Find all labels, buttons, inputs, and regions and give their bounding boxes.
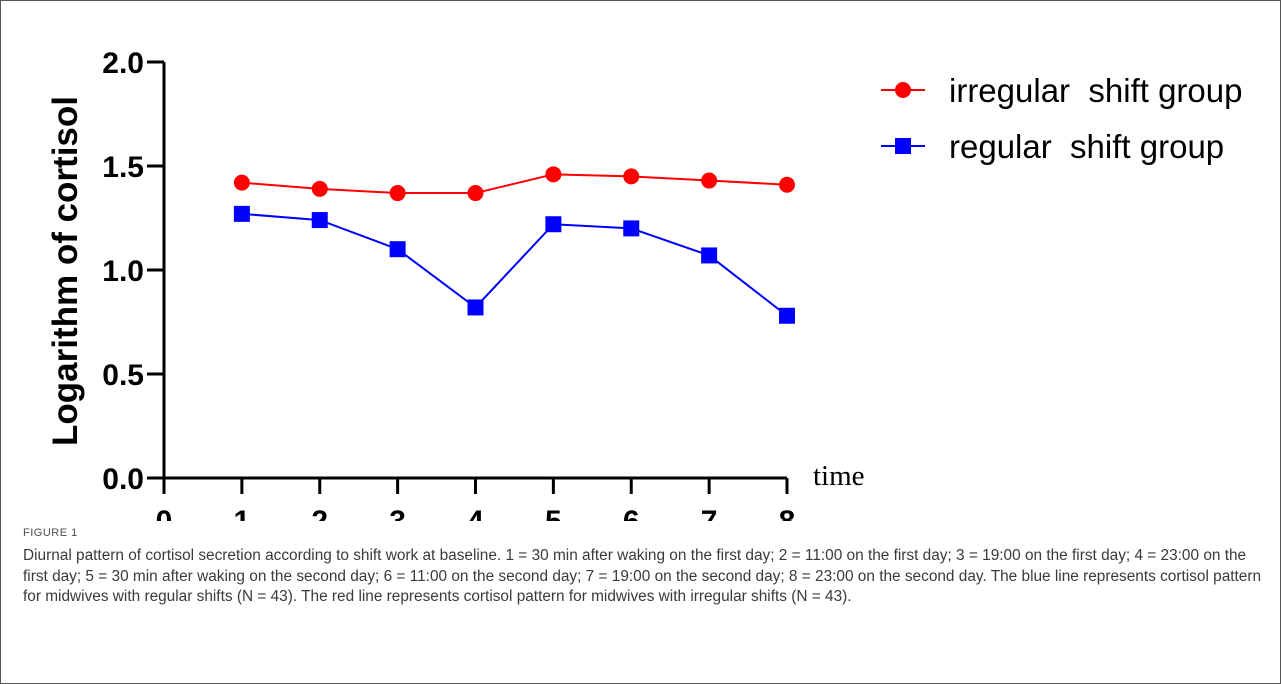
x-axis-title: time [813,460,865,492]
data-point [779,307,795,324]
figure-caption-label: FIGURE 1 [23,527,78,539]
y-tick-label: 0.5 [102,359,144,392]
x-tick-label: 6 [623,505,640,521]
legend-marker [895,82,911,98]
data-point [623,168,640,185]
data-point [467,185,484,202]
figure-caption-text: Diurnal pattern of cortisol secretion ac… [23,547,1262,605]
data-point [233,174,250,191]
y-tick-label: 1.5 [102,151,144,184]
x-tick-label: 1 [234,505,251,521]
data-point [779,176,795,193]
y-tick-label: 0.0 [102,463,144,496]
data-point [545,216,562,233]
x-tick-label: 4 [467,505,484,521]
series-line [241,173,788,195]
data-point [701,247,718,264]
data-point [233,205,250,222]
data-point [389,185,406,202]
x-tick-label: 3 [389,505,406,521]
line-chart: 0.0 0.5 1.0 1.5 2.0 0 1 2 3 4 5 6 7 8 Logarithm of cor… [46,47,1242,521]
data-point [311,212,328,229]
data-point [623,220,640,237]
data-point [311,180,328,197]
chart-series [233,166,795,324]
x-tick-label: 0 [156,505,173,521]
data-point [701,172,718,189]
legend-marker [895,138,911,154]
x-tick-label: 8 [779,505,796,521]
series-line [241,212,788,317]
x-tick-label: 2 [311,505,328,521]
chart-legend: irregular shift group regular shift group [881,72,1242,165]
legend-label: irregular shift group [949,72,1242,109]
y-tick-label: 2.0 [102,47,144,80]
legend-label: regular shift group [949,128,1224,165]
x-tick-label: 7 [701,505,718,521]
chart-axes: 0.0 0.5 1.0 1.5 2.0 0 1 2 3 4 5 6 7 8 Logarithm of cor… [46,47,865,521]
y-axis-title: Logarithm of cortisol [46,96,85,446]
data-point [467,299,484,316]
y-tick-label: 1.0 [102,255,144,288]
data-point [545,166,562,183]
x-tick-label: 5 [545,505,562,521]
data-point [389,241,406,258]
